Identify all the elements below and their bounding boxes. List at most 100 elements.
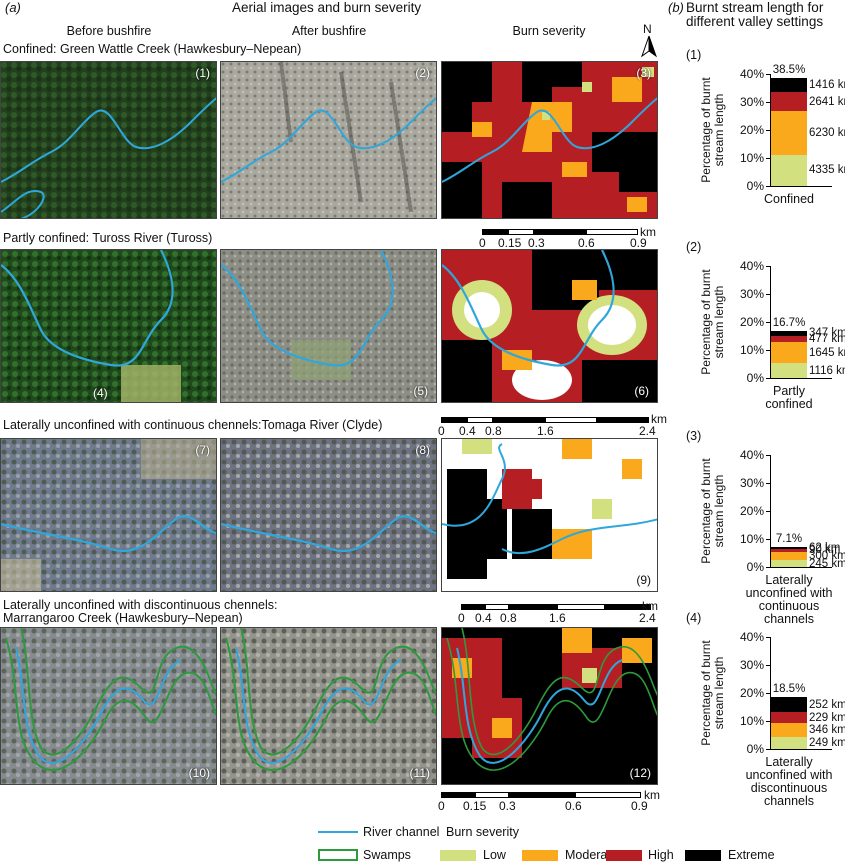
panel-number-9: (9) bbox=[636, 573, 651, 587]
panel-number-8: (8) bbox=[415, 443, 430, 457]
legend-swatch-low bbox=[440, 850, 476, 861]
chart-bar-segment bbox=[771, 547, 807, 550]
chart-y-axis bbox=[770, 74, 771, 186]
chart-y-tick-label: 30% bbox=[739, 287, 764, 301]
chart-y-tick-label: 10% bbox=[739, 151, 764, 165]
burn-severity-map-4: (12) bbox=[441, 627, 658, 785]
chart-data-label: 300 km bbox=[809, 549, 845, 562]
chart-category-label: channels bbox=[763, 794, 815, 808]
chart-data-label: 2641 km bbox=[809, 95, 845, 108]
aerial-before-4: (10) bbox=[0, 627, 217, 785]
chart-number: (2) bbox=[686, 240, 702, 254]
north-label: N bbox=[643, 22, 652, 36]
chart-y-label-line: stream length bbox=[712, 93, 726, 167]
chart-y-tick-label: 20% bbox=[739, 123, 764, 137]
burn-severity-map-2: (6) bbox=[441, 249, 658, 403]
aerial-after-3: (8) bbox=[220, 438, 437, 592]
chart-data-label: 245 km bbox=[809, 557, 845, 570]
chart-bar-segment bbox=[771, 331, 807, 336]
chart-y-tick bbox=[766, 322, 770, 323]
aerial-before-3: (7) bbox=[0, 438, 217, 592]
legend-swamps-label: Swamps bbox=[363, 848, 411, 862]
chart-category-label: Confined bbox=[763, 192, 815, 206]
chart-y-tick bbox=[766, 378, 770, 379]
chart-x-axis bbox=[770, 749, 832, 750]
row4-heading-1: Laterally unconfined with discontinuous … bbox=[3, 598, 278, 612]
chart-y-label-line: stream length bbox=[712, 285, 726, 359]
chart-y-tick-label: 0% bbox=[746, 371, 764, 385]
chart-bar-segment bbox=[771, 697, 807, 713]
chart-y-tick bbox=[766, 74, 770, 75]
panel-number-7: (7) bbox=[195, 443, 210, 457]
chart-number: (4) bbox=[686, 611, 702, 625]
chart-bar-segment bbox=[771, 551, 807, 560]
chart-y-tick bbox=[766, 294, 770, 295]
chart-data-label: 1416 km bbox=[809, 79, 845, 92]
chart-data-label: 6230 km bbox=[809, 126, 845, 139]
legend-low-label: Low bbox=[483, 848, 506, 862]
chart-y-tick bbox=[766, 186, 770, 187]
panel-a-title: Aerial images and burn severity bbox=[232, 0, 422, 15]
chart-bar-segment bbox=[771, 363, 807, 378]
chart-y-tick bbox=[766, 721, 770, 722]
legend-burn-title: Burn severity bbox=[446, 825, 519, 839]
row3-heading: Laterally unconfined with continuous che… bbox=[3, 418, 383, 432]
chart-data-label: 1116 km bbox=[809, 364, 845, 377]
chart-data-label: 477 km bbox=[809, 332, 845, 345]
chart-y-tick-label: 0% bbox=[746, 742, 764, 756]
chart-y-tick-label: 40% bbox=[739, 630, 764, 644]
panel-number-11: (11) bbox=[409, 766, 430, 780]
chart-y-tick bbox=[766, 693, 770, 694]
legend-swamps-box bbox=[318, 849, 358, 861]
chart-category-label: Partly bbox=[773, 384, 805, 398]
chart-total-label: 16.7% bbox=[772, 317, 806, 330]
chart-data-label: 1645 km bbox=[809, 346, 845, 359]
aerial-after-1: (2) bbox=[220, 61, 437, 219]
chart-total-label: 18.5% bbox=[772, 683, 806, 696]
chart-y-tick-label: 30% bbox=[739, 476, 764, 490]
chart-y-label-line: stream length bbox=[712, 656, 726, 730]
chart-category-label: channels bbox=[763, 612, 815, 626]
chart-y-label: Percentage of burnt stream length bbox=[699, 267, 726, 377]
legend-swatch-high bbox=[606, 850, 642, 861]
north-arrow-icon: N bbox=[638, 22, 660, 58]
chart-category-label: continuous bbox=[758, 599, 820, 613]
panel-number-5: (5) bbox=[413, 384, 428, 398]
chart-y-tick bbox=[766, 567, 770, 568]
chart-category-label: unconfined with bbox=[745, 586, 833, 600]
chart-bar-segment bbox=[771, 154, 807, 186]
row1-heading: Confined: Green Wattle Creek (Hawkesbury… bbox=[3, 42, 302, 56]
aerial-before-2: (4) bbox=[0, 249, 217, 403]
chart-data-label: 4335 km bbox=[809, 164, 845, 177]
scalebar-3: 0 0.4 0.8 1.6 2.4 km bbox=[458, 599, 658, 625]
legend-river-line bbox=[318, 831, 358, 833]
panel-number-4: (4) bbox=[93, 386, 108, 400]
chart-y-label-line: stream length bbox=[712, 474, 726, 548]
panel-number-2: (2) bbox=[415, 66, 430, 80]
chart-data-label: 252 km bbox=[809, 698, 845, 711]
burn-severity-map-3: (9) bbox=[441, 438, 658, 592]
chart-data-label: 249 km bbox=[809, 737, 845, 750]
chart-y-tick-label: 10% bbox=[739, 343, 764, 357]
chart-y-tick bbox=[766, 539, 770, 540]
chart-x-axis bbox=[770, 567, 832, 568]
chart-y-tick bbox=[766, 266, 770, 267]
chart-y-tick-label: 10% bbox=[739, 714, 764, 728]
scalebar-2: 0 0.4 0.8 1.6 2.4 km bbox=[438, 412, 667, 438]
legend-river-label: River channel bbox=[363, 825, 440, 839]
chart-data-label: 347 km bbox=[809, 327, 845, 340]
chart-category-label: Laterally bbox=[765, 755, 813, 769]
chart-y-tick-label: 40% bbox=[739, 259, 764, 273]
panel-b-title-1: Burnt stream length for bbox=[686, 0, 824, 15]
chart-y-tick bbox=[766, 483, 770, 484]
chart-y-axis bbox=[770, 266, 771, 378]
chart-y-label: Percentage of burnt stream length bbox=[699, 638, 726, 748]
chart-y-label: Percentage of burnt stream length bbox=[699, 456, 726, 566]
chart-total-label: 7.1% bbox=[775, 533, 803, 546]
chart-y-tick-label: 20% bbox=[739, 504, 764, 518]
chart-bar-segment bbox=[771, 737, 807, 749]
chart-y-tick bbox=[766, 749, 770, 750]
chart-y-tick bbox=[766, 158, 770, 159]
scalebar-4: 0 0.15 0.3 0.6 0.9 km bbox=[438, 788, 660, 813]
panel-number-6: (6) bbox=[634, 384, 649, 398]
